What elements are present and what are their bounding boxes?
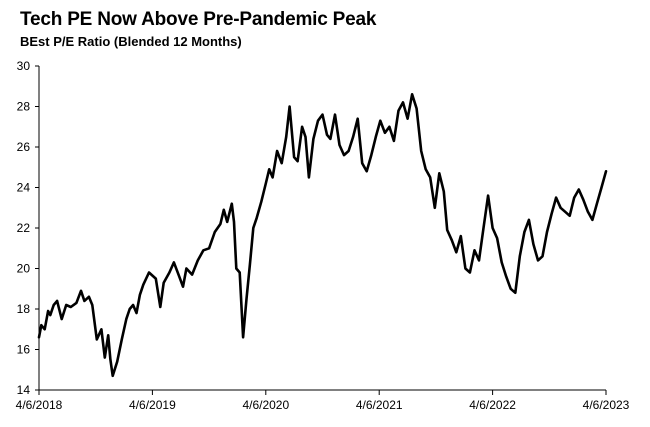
series-line-0 [37, 93, 608, 378]
x-tick-label: 4/6/2022 [469, 398, 516, 412]
y-tick-label: 16 [17, 343, 31, 357]
series-layer [37, 93, 608, 378]
y-tick-label: 26 [17, 140, 31, 154]
x-tick-label: 4/6/2021 [356, 398, 403, 412]
y-tick-label: 22 [17, 221, 31, 235]
y-tick-label: 14 [17, 383, 31, 397]
chart-title: Tech PE Now Above Pre-Pandemic Peak [20, 9, 377, 30]
y-tick-label: 30 [17, 59, 31, 73]
chart-subtitle: BEst P/E Ratio (Blended 12 Months) [20, 34, 242, 49]
y-tick-label: 20 [17, 262, 31, 276]
x-tick-label: 4/6/2019 [129, 398, 176, 412]
x-tick-label: 4/6/2023 [583, 398, 630, 412]
tick-labels: 14 16 18 20 22 24 26 28 30 4/6/2018 4/6/2019 4/6/20… [16, 59, 630, 412]
x-tick-label: 4/6/2020 [242, 398, 289, 412]
y-tick-label: 28 [17, 100, 31, 114]
y-tick-label: 24 [17, 181, 31, 195]
y-tick-label: 18 [17, 302, 31, 316]
x-tick-label: 4/6/2018 [16, 398, 63, 412]
